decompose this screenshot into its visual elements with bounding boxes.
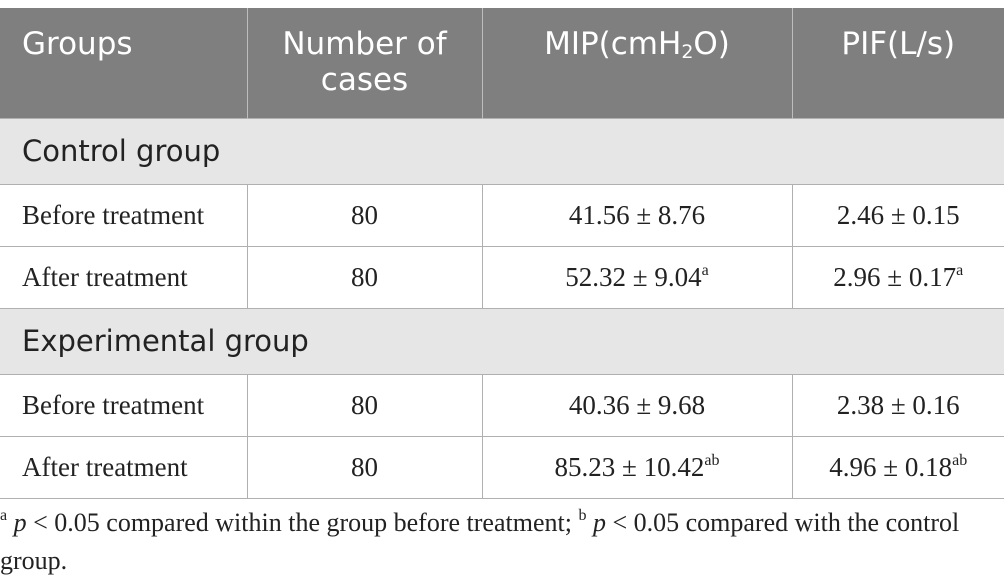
cell-mip: 85.23 ± 10.42ab [481, 435, 792, 499]
table-row: Before treatment 80 41.56 ± 8.76 2.46 ± … [0, 183, 1004, 246]
footnote-p-b: p [592, 508, 606, 537]
table-row: After treatment 80 85.23 ± 10.42ab 4.96 … [0, 435, 1004, 499]
cell-mip: 40.36 ± 9.68 [481, 373, 792, 436]
header-mip-prefix: MIP(cmH [544, 26, 682, 62]
cell-pif-marker: a [956, 261, 964, 279]
table-footnote: a p < 0.05 compared within the group bef… [0, 506, 1004, 578]
header-cases: Number of cases [246, 8, 482, 118]
cell-stage: After treatment [0, 435, 247, 499]
cell-stage: After treatment [0, 245, 247, 308]
cell-pif: 2.96 ± 0.17a [791, 245, 1004, 308]
section-label: Control group [0, 117, 1004, 184]
cell-mip: 41.56 ± 8.76 [481, 183, 792, 246]
cell-mip-marker: ab [704, 451, 720, 469]
cell-pif-value: 4.96 ± 0.18 [829, 451, 953, 482]
cell-pif: 4.96 ± 0.18ab [791, 435, 1004, 499]
results-table: Groups Number of cases MIP(cmH2O) PIF(L/… [0, 8, 1004, 499]
section-row: Experimental group [0, 307, 1004, 374]
header-mip: MIP(cmH2O) [481, 8, 792, 118]
cell-stage: Before treatment [0, 373, 247, 436]
footnote-p-a: p [13, 508, 27, 537]
cell-mip-value: 85.23 ± 10.42 [554, 451, 705, 482]
cell-mip-value: 52.32 ± 9.04 [565, 261, 702, 292]
footnote-marker-a: a [0, 507, 8, 524]
cell-pif: 2.38 ± 0.16 [791, 373, 1004, 436]
header-pif: PIF(L/s) [791, 8, 1004, 118]
header-groups: Groups [0, 8, 247, 118]
header-mip-subscript: 2 [681, 41, 694, 63]
header-mip-suffix: O) [693, 26, 730, 62]
cell-pif-value: 2.46 ± 0.15 [836, 199, 960, 230]
cell-pif-value: 2.96 ± 0.17 [833, 261, 957, 292]
cell-pif-marker: ab [952, 451, 968, 469]
cell-mip-value: 40.36 ± 9.68 [568, 389, 706, 420]
cell-cases: 80 [246, 183, 482, 246]
cell-stage: Before treatment [0, 183, 247, 246]
cell-mip-value: 41.56 ± 8.76 [568, 199, 706, 230]
footnote-marker-b: b [578, 507, 587, 524]
cell-pif-value: 2.38 ± 0.16 [836, 389, 960, 420]
section-row: Control group [0, 117, 1004, 184]
cell-mip: 52.32 ± 9.04a [481, 245, 792, 308]
footnote-text-a: < 0.05 compared within the group before … [26, 508, 579, 537]
table-row: After treatment 80 52.32 ± 9.04a 2.96 ± … [0, 245, 1004, 308]
cell-mip-marker: a [701, 261, 709, 279]
cell-cases: 80 [246, 435, 482, 499]
footnote-text-b: < 0.05 compared with the control group. [0, 508, 960, 575]
cell-pif: 2.46 ± 0.15 [791, 183, 1004, 246]
section-label: Experimental group [0, 307, 1004, 374]
cell-cases: 80 [246, 373, 482, 436]
header-row: Groups Number of cases MIP(cmH2O) PIF(L/… [0, 8, 1004, 118]
table-row: Before treatment 80 40.36 ± 9.68 2.38 ± … [0, 373, 1004, 436]
cell-cases: 80 [246, 245, 482, 308]
